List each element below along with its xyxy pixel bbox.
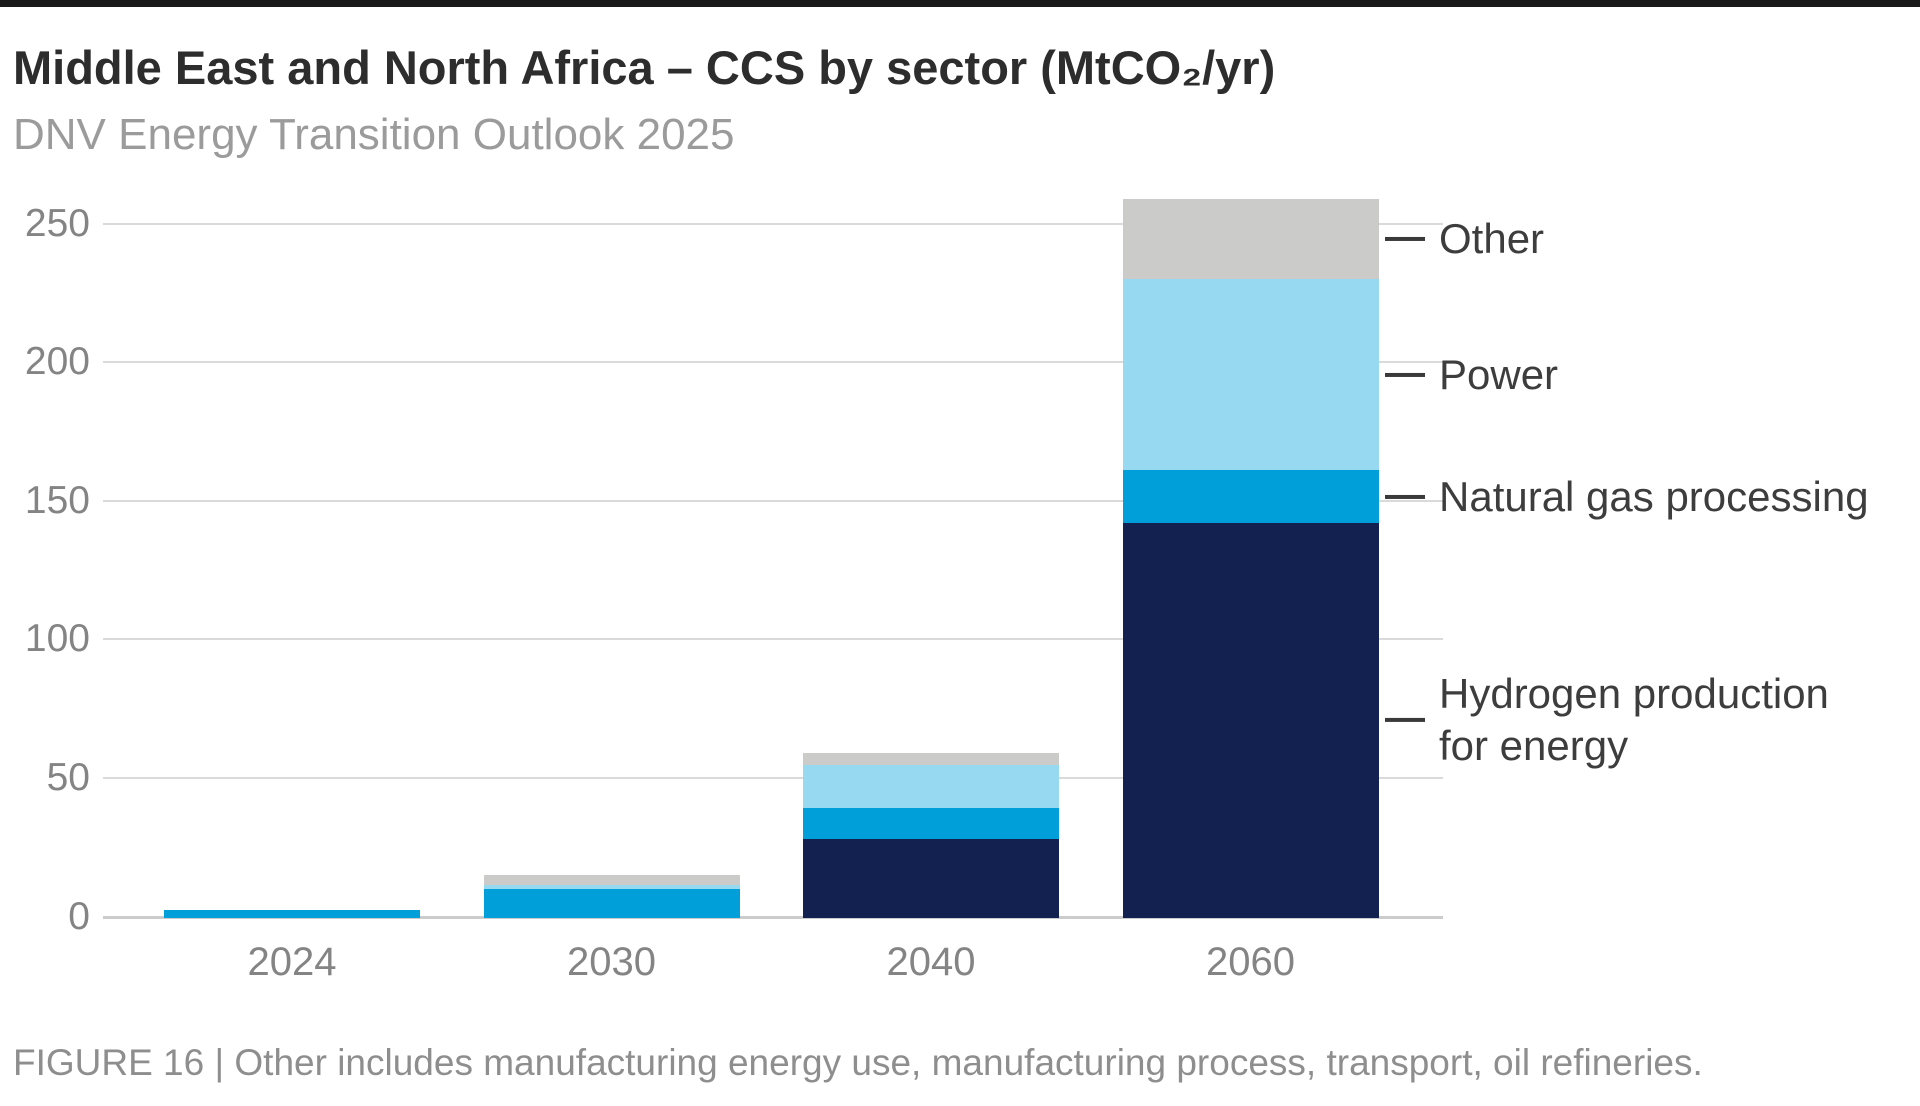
legend-label: Power xyxy=(1439,350,1559,398)
bar-segment-power-2040 xyxy=(803,765,1059,809)
legend-dash-icon xyxy=(1385,494,1425,499)
legend-item-hydrogen-production-for-energy: Hydrogen production for energy xyxy=(1385,668,1829,772)
y-tick-label: 0 xyxy=(68,894,90,938)
legend-item-power: Power xyxy=(1385,349,1558,401)
legend-item-natural-gas-processing: Natural gas processing xyxy=(1385,471,1869,523)
x-axis-line xyxy=(103,915,1443,919)
legend-label: Hydrogen production for energy xyxy=(1439,669,1829,769)
bar-segment-natural-gas-processing-2040 xyxy=(803,808,1059,839)
legend-label: Natural gas processing xyxy=(1439,472,1869,520)
bar-segment-power-2030 xyxy=(483,884,740,889)
legend-dash-icon xyxy=(1385,372,1425,377)
y-tick-label: 100 xyxy=(24,617,90,661)
y-tick-label: 250 xyxy=(24,201,90,245)
chart-subtitle: DNV Energy Transition Outlook 2025 xyxy=(13,110,735,159)
bar-segment-natural-gas-processing-2060 xyxy=(1122,470,1379,523)
bar-segment-power-2060 xyxy=(1122,279,1379,471)
gridline xyxy=(103,499,1443,502)
figure-caption: FIGURE 16 | Other includes manufacturing… xyxy=(13,1042,1703,1083)
legend-dash-icon xyxy=(1385,236,1425,241)
x-tick-label-2040: 2040 xyxy=(886,940,976,984)
gridline xyxy=(103,776,1443,779)
legend-item-other: Other xyxy=(1385,213,1544,265)
y-tick-label: 150 xyxy=(24,478,90,522)
legend-label: Other xyxy=(1439,214,1545,262)
bar-segment-hydrogen-production-for-energy-2040 xyxy=(803,838,1059,918)
top-rule xyxy=(0,0,1920,7)
gridline xyxy=(103,361,1443,364)
chart-title: Middle East and North Africa – CCS by se… xyxy=(13,41,1276,94)
x-tick-label-2024: 2024 xyxy=(247,940,337,984)
bar-segment-hydrogen-production-for-energy-2060 xyxy=(1122,523,1379,918)
x-tick-label-2060: 2060 xyxy=(1206,940,1295,984)
x-tick-label-2030: 2030 xyxy=(567,940,656,984)
y-tick-label: 200 xyxy=(24,340,90,384)
bar-segment-other-2030 xyxy=(483,874,740,885)
bar-segment-natural-gas-processing-2024 xyxy=(164,909,420,918)
y-tick-label: 50 xyxy=(46,755,90,799)
legend-dash-icon xyxy=(1385,717,1425,722)
gridline xyxy=(103,638,1443,641)
bar-segment-natural-gas-processing-2030 xyxy=(483,888,740,918)
bar-segment-other-2060 xyxy=(1122,198,1379,280)
bar-segment-other-2040 xyxy=(803,753,1059,766)
gridline xyxy=(103,222,1443,225)
